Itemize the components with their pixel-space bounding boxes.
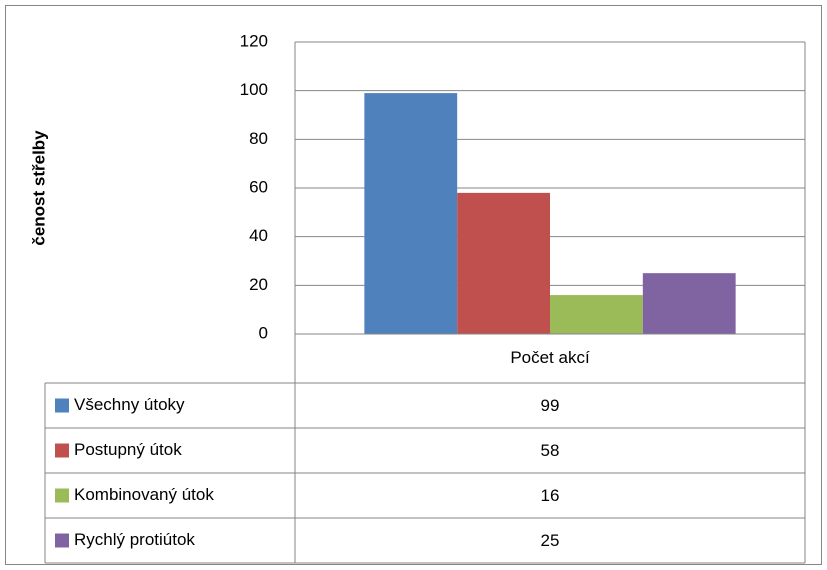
legend-key xyxy=(55,398,69,413)
y-tick-label: 40 xyxy=(249,226,268,245)
y-tick-label: 80 xyxy=(249,129,268,148)
bar xyxy=(642,273,736,334)
legend-label: Postupný útok xyxy=(74,440,182,459)
bar xyxy=(457,192,550,334)
legend-key xyxy=(55,488,69,503)
y-tick-label: 20 xyxy=(249,275,268,294)
y-tick-label: 60 xyxy=(249,177,268,196)
y-tick-label: 120 xyxy=(240,31,268,50)
bar xyxy=(550,295,643,334)
table-value: 25 xyxy=(541,531,560,550)
table-value: 99 xyxy=(541,396,560,415)
legend-label: Kombinovaný útok xyxy=(74,485,214,504)
legend-key xyxy=(55,533,69,548)
legend-key xyxy=(55,443,69,458)
bar xyxy=(364,93,458,334)
x-tick-label: Počet akcí xyxy=(510,348,590,367)
y-axis-title: čenost střelby xyxy=(29,130,48,246)
y-tick-label: 100 xyxy=(240,80,268,99)
y-tick-label: 0 xyxy=(259,323,268,342)
table-value: 58 xyxy=(541,441,560,460)
table-value: 16 xyxy=(541,486,560,505)
legend-label: Všechny útoky xyxy=(74,395,185,414)
legend-label: Rychlý protiútok xyxy=(74,530,195,549)
